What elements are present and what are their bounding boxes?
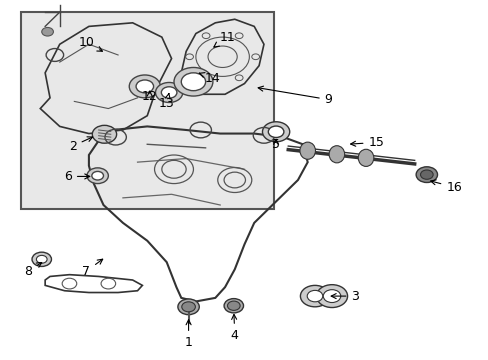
Text: 9: 9: [258, 86, 332, 106]
Text: 5: 5: [271, 138, 280, 151]
Circle shape: [262, 122, 289, 142]
Text: 10: 10: [79, 36, 102, 51]
Ellipse shape: [328, 146, 344, 163]
Text: 16: 16: [430, 180, 461, 194]
Circle shape: [129, 75, 160, 98]
Circle shape: [323, 290, 340, 302]
Circle shape: [136, 80, 153, 93]
Text: 14: 14: [199, 72, 220, 85]
Text: 13: 13: [159, 94, 174, 110]
Text: 15: 15: [350, 136, 384, 149]
Circle shape: [92, 171, 103, 180]
Ellipse shape: [358, 149, 373, 166]
Circle shape: [420, 170, 432, 179]
Text: 2: 2: [69, 137, 92, 153]
Circle shape: [181, 73, 205, 91]
Text: 11: 11: [213, 31, 235, 47]
Text: 8: 8: [24, 262, 41, 278]
Ellipse shape: [299, 142, 315, 159]
Text: 3: 3: [330, 289, 359, 303]
Circle shape: [300, 285, 329, 307]
Circle shape: [182, 302, 195, 312]
Circle shape: [415, 167, 437, 183]
Circle shape: [32, 252, 51, 266]
Text: 7: 7: [82, 259, 102, 278]
Text: 4: 4: [230, 314, 238, 342]
Circle shape: [92, 125, 116, 143]
Circle shape: [161, 87, 177, 98]
Circle shape: [178, 299, 199, 315]
Text: 6: 6: [64, 170, 90, 183]
Circle shape: [41, 27, 53, 36]
Circle shape: [224, 298, 243, 313]
FancyBboxPatch shape: [21, 12, 273, 208]
Text: 1: 1: [184, 320, 192, 349]
Circle shape: [36, 255, 47, 263]
Circle shape: [306, 291, 322, 302]
Text: 12: 12: [142, 90, 157, 103]
Circle shape: [227, 301, 240, 310]
Circle shape: [174, 67, 212, 96]
Circle shape: [268, 126, 284, 138]
Circle shape: [316, 285, 347, 307]
Circle shape: [87, 168, 108, 184]
Circle shape: [155, 82, 183, 103]
